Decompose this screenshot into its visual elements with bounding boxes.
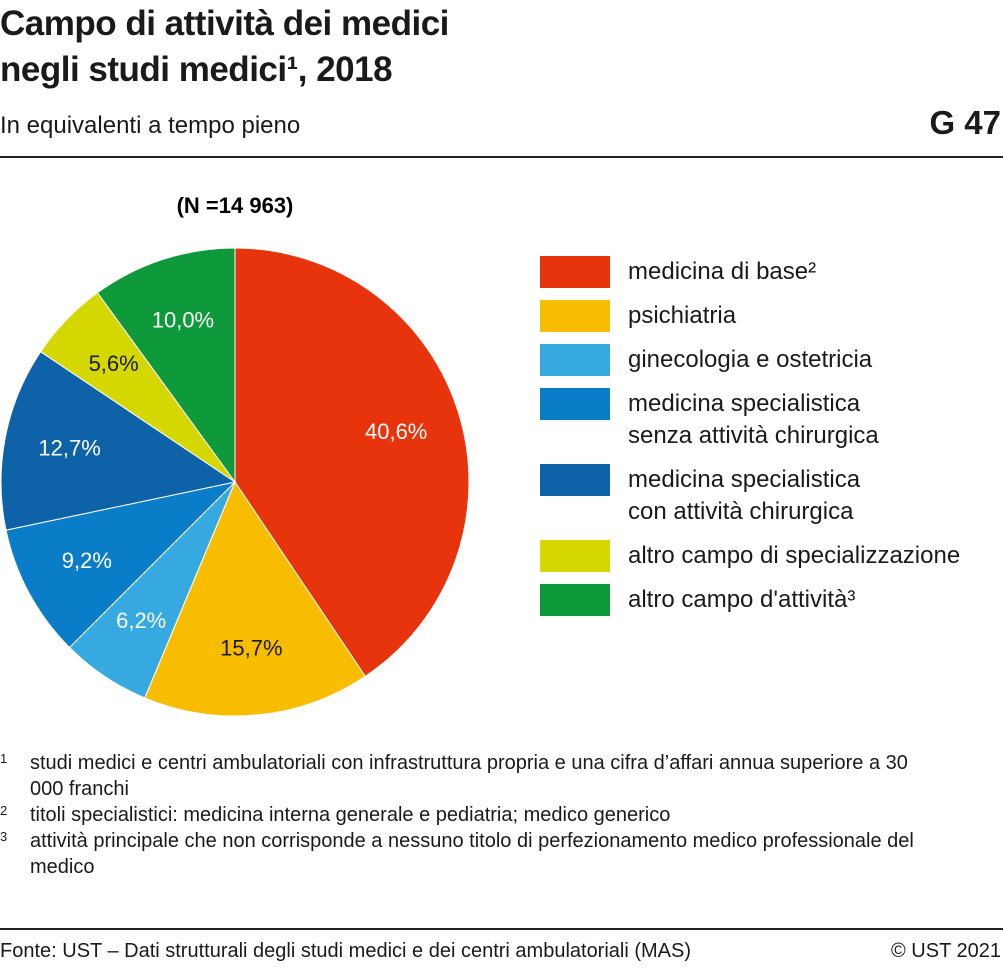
legend-label: ginecologia e ostetricia — [628, 346, 873, 373]
footnote-text: studi medici e centri ambulatoriali con … — [30, 752, 908, 800]
slice-label: 40,6% — [365, 419, 427, 444]
footnote-marker: 3 — [0, 829, 8, 844]
source: Fonte: UST – Dati strutturali degli stud… — [0, 940, 692, 962]
slice-label: 5,6% — [89, 351, 139, 376]
legend-label: medicina specialistica senza attività ch… — [628, 390, 879, 449]
rule — [0, 928, 1003, 930]
legend-entry: ginecologia e ostetricia — [540, 344, 1003, 376]
slice-label: 6,2% — [116, 608, 166, 633]
legend-label: psichiatria — [628, 302, 737, 329]
slice-label: 15,7% — [220, 635, 282, 660]
chart-title: Campo di attività dei medici — [0, 4, 449, 43]
legend-swatch — [540, 464, 610, 496]
slice-label: 9,2% — [62, 548, 112, 573]
pie-slice — [144, 480, 367, 717]
pie-slice — [234, 247, 470, 678]
legend-entry: medicina specialistica senza attività ch… — [540, 388, 1003, 452]
legend-entry: altro campo di specializzazione — [540, 540, 1003, 572]
copyright: © UST 2021 — [891, 940, 1001, 962]
legend-label: altro campo d'attività³ — [628, 586, 856, 613]
chart-title: negli studi medici¹, 2018 — [0, 50, 393, 89]
slice-label: 10,0% — [152, 308, 214, 333]
legend-swatch — [540, 344, 610, 376]
footnote: 2 titoli specialistici: medicina interna … — [0, 802, 930, 828]
pie-chart: (N =14 963) 40,6% 15,7% 6,2% 9,2% 12,7% 5,6% 1… — [0, 193, 470, 717]
legend-swatch — [540, 584, 610, 616]
subtitle: In equivalenti a tempo pieno — [0, 112, 301, 139]
footnote-text: attività principale che non corrisponde … — [30, 830, 914, 878]
legend-swatch — [540, 300, 610, 332]
legend-label: altro campo di specializzazione — [628, 542, 961, 569]
footnote-marker: 1 — [0, 751, 8, 766]
legend-swatch — [540, 388, 610, 420]
pie-slice — [5, 481, 237, 649]
total-note: (N =14 963) — [177, 193, 294, 218]
legend-entry: medicina specialistica con attività chir… — [540, 464, 1003, 528]
pie-slice — [96, 247, 236, 484]
legend-entry: altro campo d'attività³ — [540, 584, 1003, 616]
footnote: 3 attività principale che non corrisponde… — [0, 828, 930, 880]
footnote-marker: 2 — [0, 803, 8, 818]
legend-entry: medicina di base² — [540, 256, 1003, 288]
footnote: 1 studi medici e centri ambulatoriali con… — [0, 750, 930, 802]
footnote-text: titoli specialistici: medicina interna g… — [30, 804, 671, 826]
chart-code: G 47 — [929, 104, 1001, 141]
pie-slice — [0, 350, 237, 531]
legend-entry: psichiatria — [540, 300, 1003, 332]
footnotes: 1 studi medici e centri ambulatoriali con… — [0, 750, 930, 880]
legend-label: medicina di base² — [628, 258, 817, 285]
legend-swatch — [540, 540, 610, 572]
legend: medicina di base² psichiatria ginecologia … — [540, 256, 1003, 628]
legend-label: medicina specialistica con attività chir… — [628, 466, 861, 525]
legend-swatch — [540, 256, 610, 288]
slice-label: 12,7% — [38, 436, 100, 461]
rule — [0, 156, 1003, 158]
